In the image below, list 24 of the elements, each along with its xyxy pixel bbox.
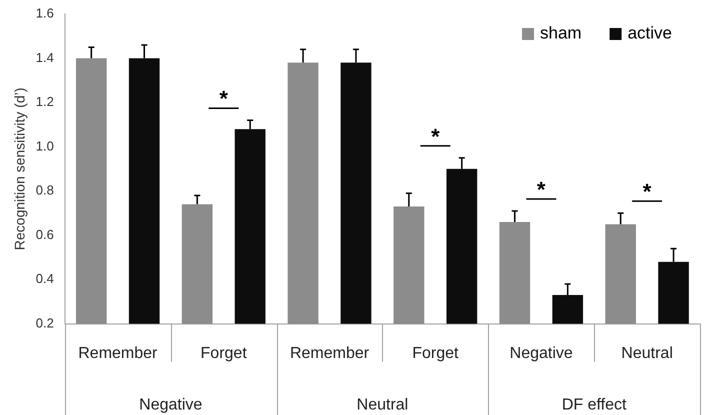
x-tick-label: Remember <box>290 344 370 362</box>
annotation: * <box>431 124 440 149</box>
y-tick-label: 1.4 <box>36 50 54 65</box>
text: DF effect <box>562 396 628 414</box>
legend-label: sham <box>540 24 582 43</box>
x-tick-label: Forget <box>412 344 460 362</box>
y-axis-title: Recognition sensitivity (d’) <box>11 88 28 250</box>
text: Negative <box>139 396 202 414</box>
y-tick-label: 0.2 <box>36 315 54 330</box>
annotation: * <box>219 86 228 112</box>
x-tick-label: Neutral <box>621 344 673 362</box>
y-tick-label: 1.6 <box>36 6 54 21</box>
x-tick-label: Negative <box>510 344 573 362</box>
x-tick-label: Remember <box>78 344 158 362</box>
y-tick-label: 0.8 <box>36 182 54 198</box>
legend-label: active <box>628 24 672 43</box>
y-tick-label: 1.2 <box>36 94 54 110</box>
y-tick-label: 1.0 <box>36 138 54 154</box>
annotation: * <box>642 179 652 204</box>
y-tick-label: 0.4 <box>36 271 54 286</box>
y-tick-label: 0.6 <box>36 226 54 242</box>
x-tick-label: Forget <box>200 344 248 362</box>
text: Neutral <box>356 396 408 414</box>
annotation: * <box>536 176 546 202</box>
